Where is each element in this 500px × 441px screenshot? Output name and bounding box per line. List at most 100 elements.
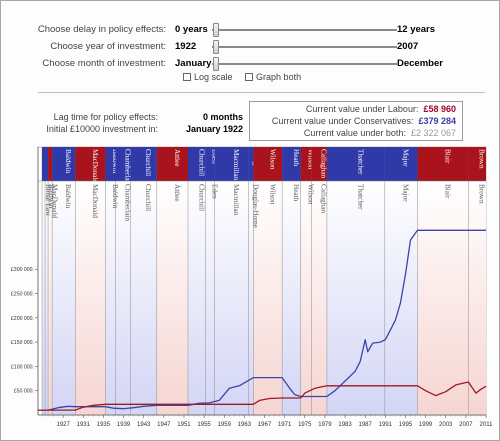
x-tick-label-1935: 1935 bbox=[97, 422, 111, 428]
term-label-4: MacDonald bbox=[91, 184, 99, 218]
delay-slider-thumb[interactable] bbox=[213, 23, 219, 37]
term-header-label-18: Major bbox=[402, 149, 410, 167]
term-label-0: Bonar Law bbox=[44, 184, 52, 217]
x-tick-label-1971: 1971 bbox=[278, 422, 292, 428]
term-header-15 bbox=[300, 147, 312, 181]
term-label-10: Eden bbox=[211, 184, 219, 199]
term-band-10 bbox=[205, 181, 215, 415]
month-label: Choose month of investment: bbox=[42, 58, 166, 69]
graph-both-checkbox[interactable]: Graph both bbox=[245, 72, 301, 82]
term-label-1: Baldwin bbox=[47, 184, 55, 209]
term-header-7 bbox=[130, 147, 157, 181]
term-header-4 bbox=[75, 147, 106, 181]
term-band-8 bbox=[156, 181, 189, 415]
y-tick-label-200000: £200 000. bbox=[11, 316, 34, 322]
term-band-15 bbox=[300, 181, 312, 415]
term-header-label-4: MacDonald bbox=[91, 149, 99, 183]
x-tick-label-1963: 1963 bbox=[238, 422, 252, 428]
y-tick-label-150000: £150 000. bbox=[11, 340, 34, 346]
term-label-9: Churchill bbox=[197, 184, 205, 211]
initial-label: Initial £10000 investment in: bbox=[46, 124, 158, 134]
conservative-value-row: Current value under Conservatives: £379 2… bbox=[272, 115, 456, 127]
both-value-label: Current value under both: bbox=[303, 128, 406, 138]
both-value-row: Current value under both: £2 322 067 bbox=[304, 127, 456, 139]
term-header-label-17: Thatcher bbox=[356, 149, 364, 175]
x-tick-label-1939: 1939 bbox=[117, 422, 131, 428]
term-band-2 bbox=[48, 181, 53, 415]
delay-slider-track[interactable] bbox=[212, 29, 397, 31]
graph-both-checkbox-box[interactable] bbox=[245, 73, 254, 81]
term-header-label-9: Churchill bbox=[197, 149, 205, 176]
month-slider-track[interactable] bbox=[212, 63, 397, 65]
term-label-5: Baldwin bbox=[111, 184, 119, 209]
x-tick-label-1943: 1943 bbox=[137, 422, 151, 428]
month-slider-thumb[interactable] bbox=[213, 57, 219, 71]
log-scale-checkbox-box[interactable] bbox=[183, 73, 191, 81]
term-label-14: Heath bbox=[292, 184, 300, 202]
term-band-11 bbox=[214, 181, 249, 415]
labour-value: £58 960 bbox=[423, 104, 456, 114]
y-tick-label-50000: £50 000. bbox=[14, 389, 34, 395]
term-label-7: Churchill bbox=[144, 184, 152, 211]
term-header-label-7: Churchill bbox=[144, 149, 152, 176]
term-label-17: Thatcher bbox=[356, 184, 364, 210]
x-tick-label-1951: 1951 bbox=[177, 422, 191, 428]
lag-label: Lag time for policy effects: bbox=[53, 112, 158, 122]
log-scale-label: Log scale bbox=[194, 72, 233, 82]
log-scale-checkbox[interactable]: Log scale bbox=[183, 72, 233, 82]
term-header-13 bbox=[253, 147, 283, 181]
term-header-20 bbox=[468, 147, 486, 181]
term-band-9 bbox=[188, 181, 206, 415]
term-band-0 bbox=[42, 181, 46, 415]
term-label-2: MacDonald bbox=[51, 184, 59, 218]
term-label-13: Wilson bbox=[268, 184, 276, 205]
term-label-20: Brown bbox=[478, 184, 486, 204]
term-header-14 bbox=[282, 147, 301, 181]
term-band-4 bbox=[75, 181, 106, 415]
term-header-10 bbox=[205, 147, 215, 181]
x-tick-label-1959: 1959 bbox=[218, 422, 232, 428]
section-divider bbox=[38, 92, 485, 93]
term-header-label-20: Brown bbox=[478, 149, 486, 169]
term-label-16: Callaghan bbox=[320, 184, 328, 214]
term-band-16 bbox=[311, 181, 327, 415]
x-tick-label-2007: 2007 bbox=[459, 422, 473, 428]
month-max: December bbox=[397, 58, 443, 69]
term-label-15: Wilson bbox=[307, 184, 315, 205]
term-header-6 bbox=[115, 147, 131, 181]
term-header-label-10: Eden bbox=[211, 149, 219, 164]
graph-both-label: Graph both bbox=[256, 72, 302, 82]
term-band-7 bbox=[130, 181, 157, 415]
series-line-labour bbox=[38, 381, 487, 411]
year-max: 2007 bbox=[397, 41, 419, 52]
term-header-1 bbox=[45, 147, 49, 181]
term-label-6: Chamberlain bbox=[124, 184, 132, 222]
x-tick-label-1999: 1999 bbox=[419, 422, 433, 428]
year-slider-thumb[interactable] bbox=[213, 40, 219, 54]
term-header-8 bbox=[156, 147, 189, 181]
term-band-19 bbox=[417, 181, 469, 415]
year-slider-track[interactable] bbox=[212, 46, 397, 48]
delay-value: 0 years bbox=[175, 24, 208, 35]
x-tick-label-1995: 1995 bbox=[399, 422, 413, 428]
x-tick-label-1931: 1931 bbox=[77, 422, 91, 428]
x-tick-label-1991: 1991 bbox=[379, 422, 393, 428]
y-tick-label-100000: £100 000. bbox=[11, 364, 34, 370]
x-tick-label-1987: 1987 bbox=[359, 422, 373, 428]
term-header-label-19: Blair bbox=[443, 149, 451, 164]
term-header-label-3: Baldwin bbox=[64, 149, 72, 174]
term-band-17 bbox=[326, 181, 385, 415]
term-label-12: Douglas-Home bbox=[251, 184, 259, 228]
x-tick-label-1967: 1967 bbox=[258, 422, 272, 428]
pm-term-bands bbox=[37, 146, 487, 416]
term-header-label-14: Heath bbox=[292, 149, 300, 167]
x-tick-label-1979: 1979 bbox=[318, 422, 332, 428]
term-header-label-13: Wilson bbox=[268, 149, 276, 170]
term-label-18: Major bbox=[402, 184, 410, 202]
month-control: Choose month of investment: January Dece… bbox=[0, 56, 500, 72]
initial-value: January 1922 bbox=[185, 124, 243, 134]
x-tick-label-2003: 2003 bbox=[439, 422, 453, 428]
x-tick-label-1975: 1975 bbox=[298, 422, 312, 428]
